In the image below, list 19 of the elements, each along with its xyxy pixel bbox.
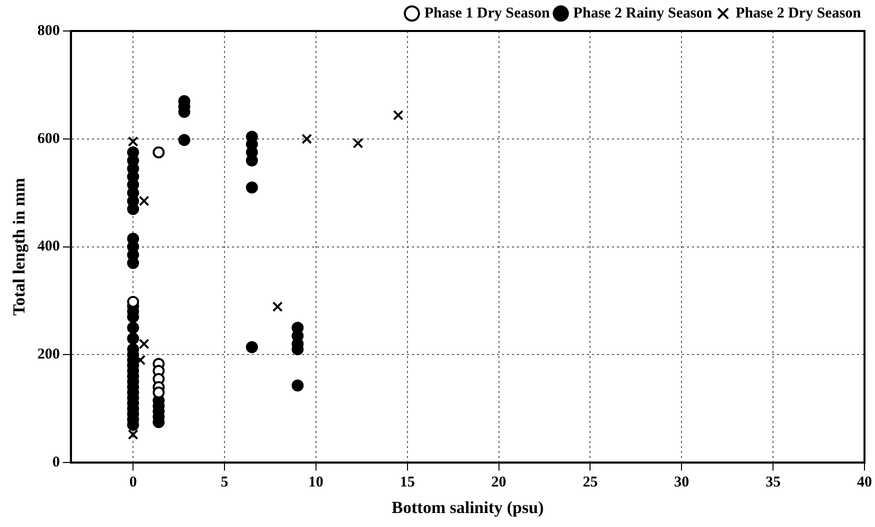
y-tick-label: 0	[52, 454, 60, 470]
legend-label: Phase 2 Dry Season	[736, 5, 862, 22]
y-tick-label: 200	[37, 346, 60, 363]
legend-label: Phase 2 Rainy Season	[573, 5, 713, 22]
x-tick-label: 20	[491, 474, 506, 490]
x-tick-label: 15	[400, 474, 415, 490]
y-tick-label: 400	[37, 238, 60, 255]
x-tick-label: 10	[308, 474, 324, 490]
x-tick-label: 35	[766, 474, 781, 490]
legend-label: Phase 1 Dry Season	[424, 5, 550, 22]
y-tick-label: 600	[37, 130, 60, 147]
x-tick-label: 30	[674, 474, 690, 490]
x-axis-title: Bottom salinity (psu)	[392, 498, 544, 518]
x-tick-label: 5	[220, 474, 228, 490]
y-axis-title: Total length in mm	[10, 178, 29, 316]
x-tick-label: 25	[582, 474, 598, 490]
x-tick-label: 40	[857, 474, 872, 490]
y-tick-label: 800	[37, 22, 60, 39]
x-tick-label: 0	[129, 474, 137, 490]
